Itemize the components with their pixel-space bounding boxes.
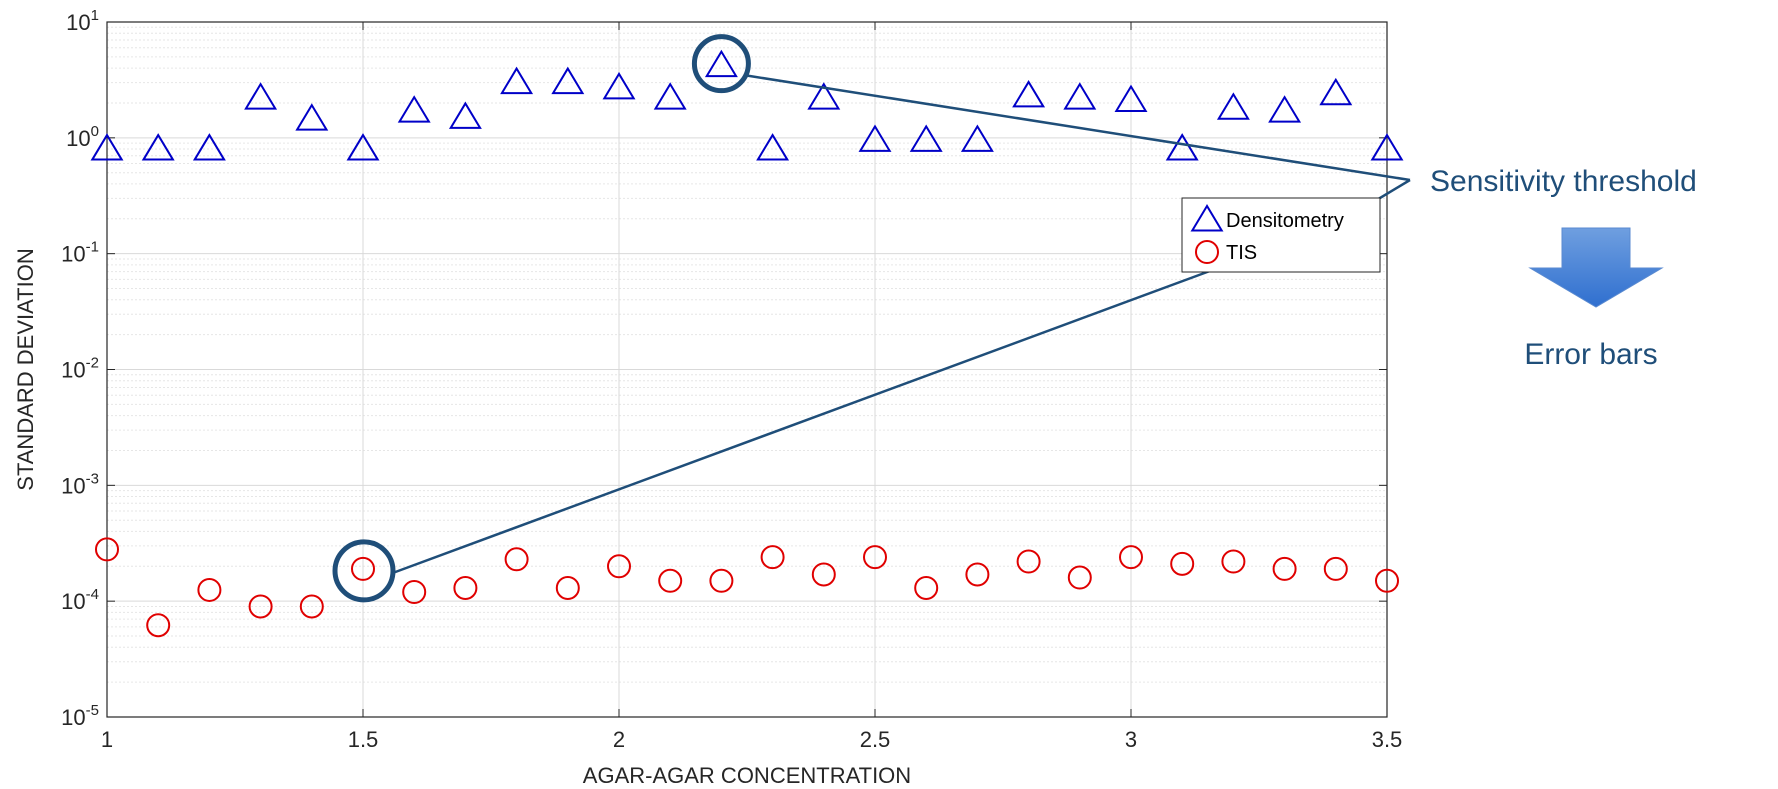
tis-point — [658, 568, 683, 593]
sensitivity-threshold-label: Sensitivity threshold — [1430, 165, 1697, 198]
densitometry-point — [858, 124, 892, 152]
tis-point — [811, 562, 836, 587]
legend-entry-label: TIS — [1226, 242, 1257, 264]
tis-point — [1119, 545, 1143, 570]
y-tick-label: 10-1 — [61, 239, 99, 267]
densitometry-point — [295, 103, 329, 131]
tis-point — [965, 562, 990, 587]
densitometry-point — [1370, 133, 1404, 161]
x-tick-label: 3.5 — [1372, 727, 1403, 752]
connector-line — [747, 74, 1411, 182]
y-tick-base: 10 — [61, 358, 85, 383]
densitometry-point — [756, 133, 790, 161]
tis-point — [1221, 549, 1246, 574]
legend-entry-label: Densitometry — [1226, 210, 1344, 232]
densitometry-point — [141, 133, 175, 161]
y-tick-exponent: -4 — [86, 586, 99, 603]
tis-point — [197, 577, 222, 602]
y-tick-base: 10 — [66, 126, 90, 151]
x-tick-label: 1 — [101, 727, 113, 752]
y-tick-exponent: -5 — [86, 702, 99, 719]
error-bars-label: Error bars — [1524, 338, 1657, 371]
tis-point — [351, 556, 375, 581]
tis-point — [1375, 568, 1399, 593]
down-arrow-icon — [1528, 227, 1664, 308]
y-axis-label: STANDARD DEVIATION — [13, 248, 38, 490]
y-tick-label: 10-5 — [61, 702, 99, 730]
y-tick-exponent: -2 — [86, 355, 99, 372]
y-tick-label: 101 — [66, 7, 99, 35]
densitometry-point — [1114, 84, 1148, 113]
densitometry-point — [244, 82, 278, 110]
annotation-group — [332, 34, 1411, 603]
densitometry-point — [653, 82, 687, 110]
x-axis-ticks: 1 1.5 2 2.5 3 3.5 — [101, 22, 1402, 752]
y-tick-label: 100 — [66, 123, 99, 151]
tis-point — [709, 568, 734, 593]
tis-point — [914, 575, 939, 600]
densitometry-point — [909, 124, 943, 152]
tis-point — [95, 537, 119, 562]
densitometry-point — [704, 49, 738, 78]
densitometry-point — [551, 66, 585, 95]
tis-point — [402, 579, 427, 604]
tis-point — [504, 547, 529, 572]
x-tick-label: 2.5 — [860, 727, 891, 752]
tis-point — [1067, 565, 1092, 590]
y-tick-exponent: 0 — [91, 123, 99, 140]
tis-point — [863, 545, 887, 570]
y-tick-exponent: -1 — [86, 239, 99, 256]
tis-point — [1272, 556, 1297, 581]
highlight-circle — [332, 539, 396, 603]
y-tick-exponent: 1 — [91, 7, 99, 24]
tis-point — [1323, 556, 1348, 581]
y-tick-base: 10 — [66, 10, 90, 35]
tis-point — [555, 575, 580, 600]
y-tick-label: 10-4 — [61, 586, 99, 614]
y-tick-base: 10 — [61, 473, 85, 498]
y-tick-base: 10 — [61, 589, 85, 614]
densitometry-point — [346, 133, 380, 161]
densitometry-point — [1165, 133, 1199, 161]
tis-point — [760, 545, 785, 570]
densitometry-point — [397, 95, 431, 123]
densitometry-point — [1012, 79, 1046, 108]
densitometry-point — [500, 66, 534, 95]
y-tick-base: 10 — [61, 705, 85, 730]
densitometry-point — [960, 124, 994, 152]
x-tick-label: 1.5 — [348, 727, 379, 752]
densitometry-point — [807, 82, 841, 110]
tis-point — [453, 575, 478, 600]
densitometry-point — [1268, 95, 1302, 123]
x-tick-label: 2 — [613, 727, 625, 752]
densitometry-point — [1063, 82, 1097, 110]
densitometry-point — [1216, 92, 1250, 120]
tis-point — [299, 594, 324, 619]
y-tick-label: 10-3 — [61, 470, 99, 498]
y-tick-exponent: -3 — [86, 470, 99, 487]
tis-point — [248, 594, 273, 619]
tis-point — [1170, 551, 1195, 576]
densitometry-point — [192, 133, 226, 161]
tis-point — [1016, 549, 1041, 574]
legend-densitometry-marker — [1190, 204, 1224, 232]
legend: Densitometry TIS — [1181, 197, 1381, 273]
data-points — [90, 49, 1404, 638]
densitometry-point — [90, 133, 124, 161]
highlight-circle — [691, 34, 751, 94]
y-tick-label: 10-2 — [61, 355, 99, 383]
connector-line — [392, 266, 1219, 575]
x-tick-label: 3 — [1125, 727, 1137, 752]
densitometry-point — [1319, 77, 1353, 106]
tis-point — [607, 554, 631, 579]
tis-point — [146, 613, 171, 638]
densitometry-point — [602, 71, 636, 100]
densitometry-point — [448, 101, 482, 129]
legend-tis-marker — [1195, 240, 1219, 264]
y-tick-base: 10 — [61, 242, 85, 267]
x-axis-label: AGAR-AGAR CONCENTRATION — [583, 763, 911, 788]
